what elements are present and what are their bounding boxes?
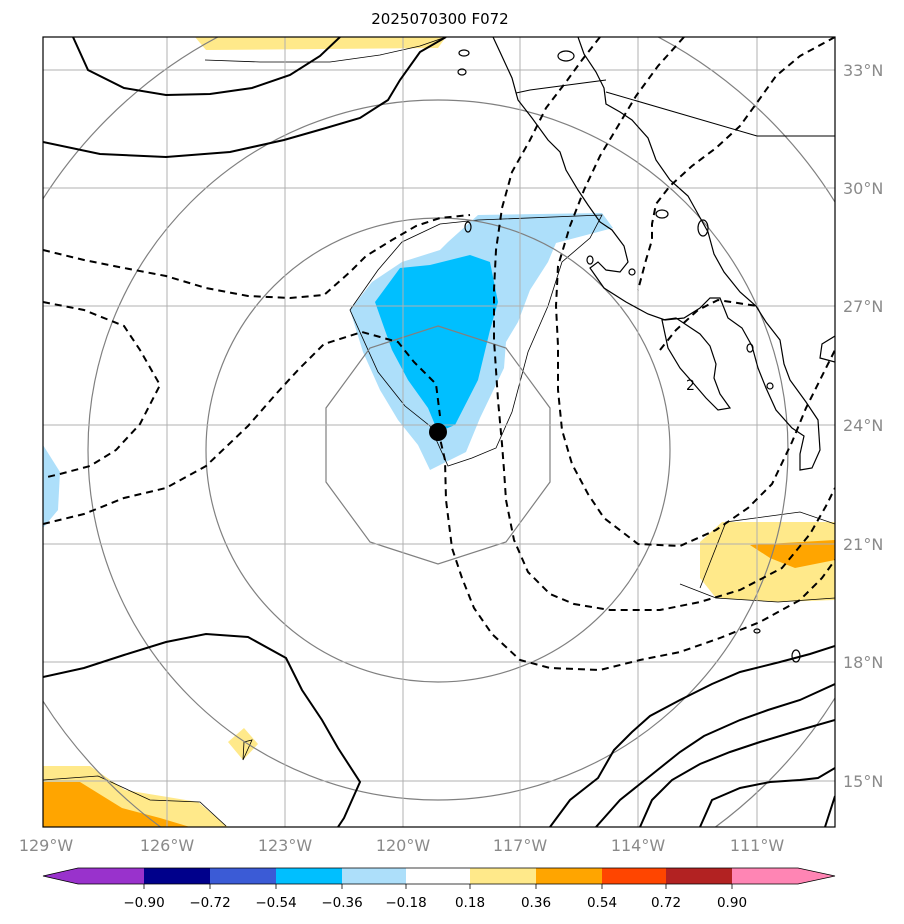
colorbar-tick-label: −0.72	[189, 895, 230, 911]
borders	[515, 79, 835, 137]
lat-label: 27°N	[843, 297, 883, 316]
lat-label: 30°N	[843, 179, 883, 198]
coastline	[457, 37, 835, 663]
lon-label: 123°W	[258, 836, 313, 855]
lat-label: 15°N	[843, 772, 883, 791]
colorbar-tick-label: 0.18	[455, 895, 485, 911]
colorbar-swatch	[276, 868, 342, 884]
colorbar-swatch	[78, 868, 144, 884]
lat-label: 33°N	[843, 61, 883, 80]
colorbar-tick-label: −0.18	[385, 895, 426, 911]
colorbar-tick-label: 0.90	[717, 895, 747, 911]
colorbar-extend-low	[43, 868, 78, 884]
colorbar-swatch	[144, 868, 210, 884]
longitude-labels: 129°W 126°W 123°W 120°W 117°W 114°W 111°…	[19, 836, 785, 855]
lon-label: 117°W	[493, 836, 548, 855]
anomaly-fill-sw-orange	[43, 782, 190, 827]
storm-center-marker	[429, 423, 447, 441]
lat-label: 18°N	[843, 653, 883, 672]
colorbar-swatch	[536, 868, 602, 884]
colorbar-swatch	[666, 868, 732, 884]
contour-glyph: 2	[686, 378, 695, 394]
colorbar-swatch	[602, 868, 666, 884]
colorbar-swatch	[732, 868, 798, 884]
lon-label: 120°W	[376, 836, 431, 855]
dashed-contours	[43, 37, 835, 672]
anomaly-fill-blue	[375, 255, 498, 432]
thin-contours	[43, 37, 835, 827]
colorbar-tick-label: −0.90	[123, 895, 164, 911]
lon-label: 114°W	[611, 836, 666, 855]
colorbar: −0.90 −0.72 −0.54 −0.36 −0.18 0.18 0.36 …	[42, 867, 836, 911]
lon-label: 111°W	[730, 836, 785, 855]
lat-label: 24°N	[843, 416, 883, 435]
map-title: 2025070300 F072	[371, 10, 509, 28]
lon-label: 126°W	[140, 836, 195, 855]
colorbar-swatch	[342, 868, 406, 884]
colorbar-swatch	[470, 868, 536, 884]
lat-label: 21°N	[843, 535, 883, 554]
anomaly-fill-top-yellow	[195, 37, 446, 50]
colorbar-extend-high	[798, 868, 835, 884]
colorbar-tick-label: 0.72	[651, 895, 681, 911]
graticule	[43, 37, 835, 827]
anomaly-fill-west-edge	[43, 445, 60, 528]
lon-label: 129°W	[19, 836, 74, 855]
colorbar-outline	[42, 867, 836, 885]
colorbar-tick-label: 0.36	[521, 895, 551, 911]
colorbar-tick-label: 0.54	[587, 895, 617, 911]
latitude-labels: 33°N 30°N 27°N 24°N 21°N 18°N 15°N	[843, 61, 883, 791]
colorbar-swatch	[406, 868, 470, 884]
map-frame	[42, 36, 836, 828]
colorbar-swatch	[210, 868, 276, 884]
colorbar-tick-label: −0.36	[321, 895, 362, 911]
solid-contours	[43, 37, 835, 827]
colorbar-tick-label: −0.54	[255, 895, 296, 911]
